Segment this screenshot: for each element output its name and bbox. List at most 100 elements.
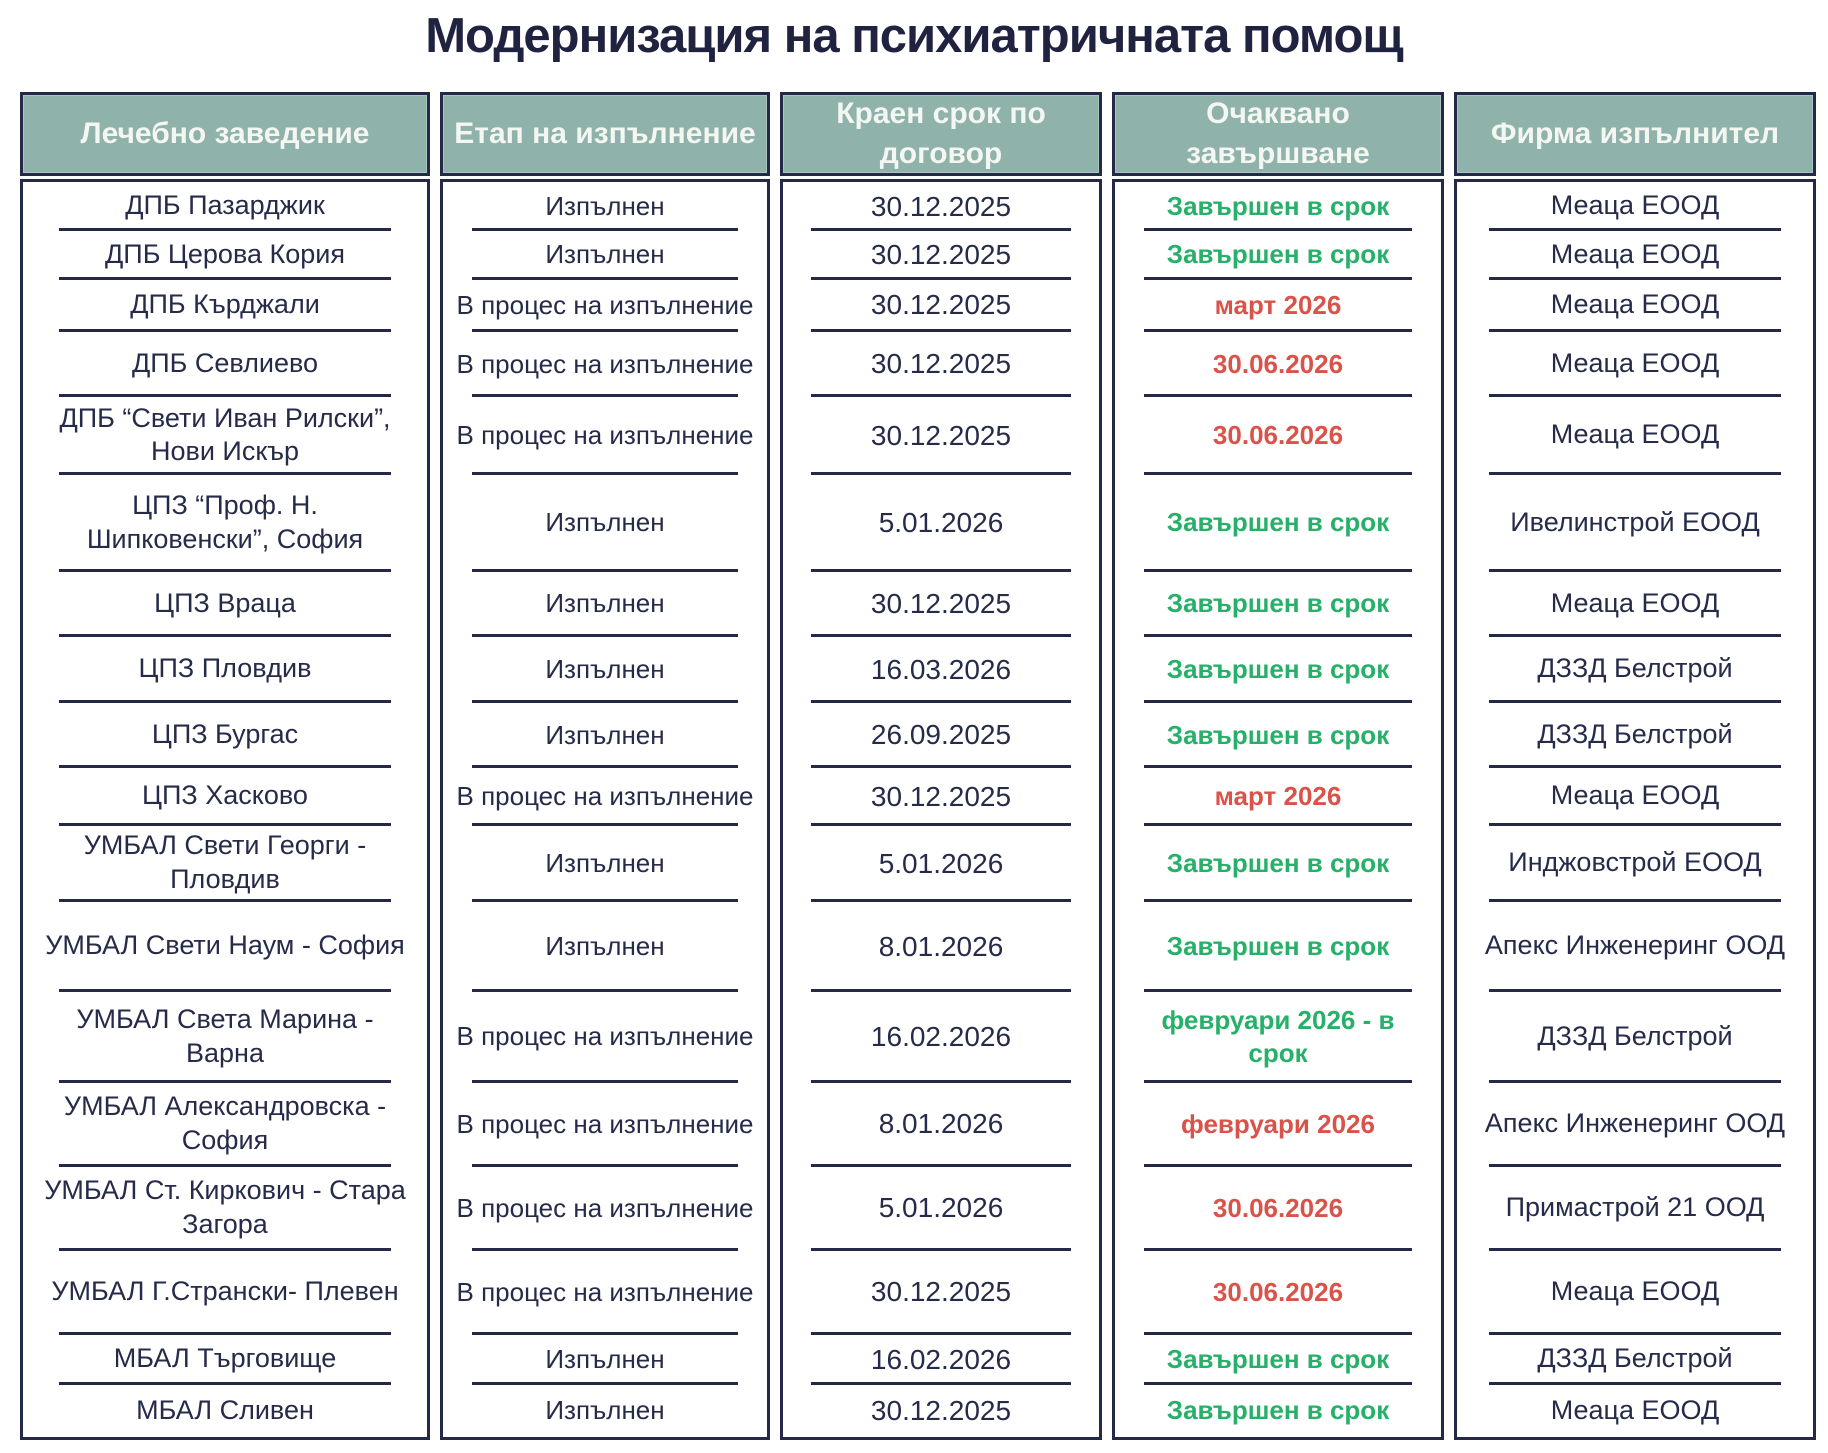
cell-contractor: Меаца ЕООД — [1457, 396, 1813, 475]
cell-facility: ЦПЗ Бургас — [23, 702, 427, 769]
cell-stage: Изпълнен — [443, 825, 767, 902]
cell-expected: Завършен в срок — [1166, 1395, 1390, 1426]
cell-deadline: 16.03.2026 — [783, 636, 1099, 704]
cell-deadline: 5.01.2026 — [783, 1166, 1099, 1251]
cell-stage: Изпълнен — [443, 571, 767, 638]
column-expected: Очаквано завършване Завършен в срок Завърш… — [1112, 92, 1444, 1440]
cell-stage: В процес на изпълнение — [443, 331, 767, 398]
cell-facility: МБАЛ Търговище — [23, 1334, 427, 1386]
cell-deadline: 30.12.2025 — [783, 182, 1099, 232]
column-body-facility: ДПБ Пазарджик ДПБ Церова Кория ДПБ Кърджал… — [20, 179, 430, 1440]
cell-stage: В процес на изпълнение — [443, 1082, 767, 1167]
cell-facility: ДПБ Церова Кория — [23, 230, 427, 281]
cell-deadline: 16.02.2026 — [783, 1334, 1099, 1386]
cell-contractor: Меаца ЕООД — [1457, 230, 1813, 281]
cell-contractor: ДЗЗД Белстрой — [1457, 1334, 1813, 1386]
cell-deadline: 30.12.2025 — [783, 396, 1099, 475]
cell-contractor: Меаца ЕООД — [1457, 571, 1813, 638]
cell-deadline: 5.01.2026 — [783, 825, 1099, 902]
cell-facility: ДПБ Кърджали — [23, 279, 427, 332]
cell-expected: Завършен в срок — [1115, 230, 1441, 281]
cell-expected: 30.06.2026 — [1115, 396, 1441, 475]
header-stage: Етап на изпълнение — [440, 92, 770, 176]
cell-contractor: Меаца ЕООД — [1457, 182, 1813, 232]
cell-contractor: Ивелинстрой ЕООД — [1457, 474, 1813, 572]
cell-stage: Изпълнен — [443, 474, 767, 572]
cell-expected: 30.06.2026 — [1115, 1166, 1441, 1251]
header-contractor: Фирма изпълнител — [1454, 92, 1816, 176]
cell-stage: В процес на изпълнение — [443, 279, 767, 332]
cell-facility: УМБАЛ Свети Георги - Пловдив — [23, 825, 427, 902]
header-facility: Лечебно заведение — [20, 92, 430, 176]
cell-deadline: 30.12.2025 — [783, 279, 1099, 332]
cell-facility: ЦПЗ Враца — [23, 571, 427, 638]
cell-deadline: 30.12.2025 — [783, 230, 1099, 281]
cell-expected: март 2026 — [1115, 767, 1441, 827]
cell-deadline: 30.12.2025 — [783, 1250, 1099, 1336]
column-body-deadline: 30.12.2025 30.12.2025 30.12.2025 30.12.2025… — [780, 179, 1102, 1440]
cell-expected: Завършен в срок — [1115, 182, 1441, 232]
cell-facility: УМБАЛ Александровска - София — [23, 1082, 427, 1167]
cell-stage: Изпълнен — [443, 636, 767, 704]
cell-expected: Завършен в срок — [1115, 901, 1441, 993]
cell-stage: В процес на изпълнение — [443, 396, 767, 475]
cell-stage: Изпълнен — [443, 702, 767, 769]
cell-contractor: ДЗЗД Белстрой — [1457, 991, 1813, 1084]
cell-deadline: 30.12.2025 — [783, 767, 1099, 827]
cell-contractor: Меаца ЕООД — [1457, 331, 1813, 398]
cell-contractor: Апекс Инженеринг ООД — [1457, 901, 1813, 993]
header-expected: Очаквано завършване — [1112, 92, 1444, 176]
column-deadline: Краен срок по договор 30.12.2025 30.12.202… — [780, 92, 1102, 1440]
cell-facility: УМБАЛ Света Марина - Варна — [23, 991, 427, 1084]
cell-stage: В процес на изпълнение — [443, 767, 767, 827]
cell-deadline: 16.02.2026 — [783, 991, 1099, 1084]
cell-deadline: 26.09.2025 — [783, 702, 1099, 769]
cell-contractor: Меаца ЕООД — [1457, 1250, 1813, 1336]
cell-contractor: ДЗЗД Белстрой — [1457, 702, 1813, 769]
cell-contractor: Апекс Инженеринг ООД — [1457, 1082, 1813, 1167]
cell-contractor: Меаца ЕООД — [1457, 767, 1813, 827]
cell-facility: ЦПЗ Хасково — [23, 767, 427, 827]
column-facility: Лечебно заведение ДПБ Пазарджик ДПБ Церова… — [20, 92, 430, 1440]
cell-deadline: 30.12.2025 — [783, 571, 1099, 638]
cell-deadline: 30.12.2025 — [870, 1395, 1012, 1427]
cell-expected: 30.06.2026 — [1115, 331, 1441, 398]
cell-deadline: 30.12.2025 — [783, 331, 1099, 398]
table: Лечебно заведение ДПБ Пазарджик ДПБ Церова… — [20, 92, 1816, 1440]
cell-expected: март 2026 — [1115, 279, 1441, 332]
column-stage: Етап на изпълнение Изпълнен Изпълнен В проц… — [440, 92, 770, 1440]
cell-facility: ДПБ Севлиево — [23, 331, 427, 398]
cell-expected: Завършен в срок — [1115, 1334, 1441, 1386]
cell-deadline: 8.01.2026 — [783, 901, 1099, 993]
cell-expected: Завършен в срок — [1115, 571, 1441, 638]
cell-expected: Завършен в срок — [1115, 825, 1441, 902]
cell-stage: Изпълнен — [443, 1334, 767, 1386]
cell-stage: Изпълнен — [443, 182, 767, 232]
cell-facility: МБАЛ Сливен — [136, 1394, 314, 1425]
cell-facility: ДПБ “Свети Иван Рилски”, Нови Искър — [23, 396, 427, 475]
cell-facility: ДПБ Пазарджик — [23, 182, 427, 232]
cell-facility: УМБАЛ Свети Наум - София — [23, 901, 427, 993]
cell-facility: ЦПЗ Пловдив — [23, 636, 427, 704]
cell-deadline: 5.01.2026 — [783, 474, 1099, 572]
cell-contractor: Меаца ЕООД — [1457, 279, 1813, 332]
cell-stage: В процес на изпълнение — [443, 1166, 767, 1251]
cell-contractor: Инджовстрой ЕООД — [1457, 825, 1813, 902]
cell-expected: Завършен в срок — [1115, 636, 1441, 704]
cell-stage: Изпълнен — [443, 230, 767, 281]
cell-facility: ЦПЗ “Проф. Н. Шипковенски”, София — [23, 474, 427, 572]
cell-contractor: Меаца ЕООД — [1550, 1394, 1720, 1425]
column-body-contractor: Меаца ЕООД Меаца ЕООД Меаца ЕООД Меаца ЕООД… — [1454, 179, 1816, 1440]
cell-stage: В процес на изпълнение — [443, 991, 767, 1084]
column-contractor: Фирма изпълнител Меаца ЕООД Меаца ЕООД Меац… — [1454, 92, 1816, 1440]
cell-stage: Изпълнен — [443, 901, 767, 993]
cell-facility: УМБАЛ Г.Странски- Плевен — [23, 1250, 427, 1336]
header-deadline: Краен срок по договор — [780, 92, 1102, 176]
cell-expected: 30.06.2026 — [1115, 1250, 1441, 1336]
cell-expected: февруари 2026 - в срок — [1115, 991, 1441, 1084]
column-body-expected: Завършен в срок Завършен в срок март 2026 3… — [1112, 179, 1444, 1440]
cell-stage: В процес на изпълнение — [443, 1250, 767, 1336]
cell-contractor: Примастрой 21 ООД — [1457, 1166, 1813, 1251]
cell-deadline: 8.01.2026 — [783, 1082, 1099, 1167]
cell-contractor: ДЗЗД Белстрой — [1457, 636, 1813, 704]
